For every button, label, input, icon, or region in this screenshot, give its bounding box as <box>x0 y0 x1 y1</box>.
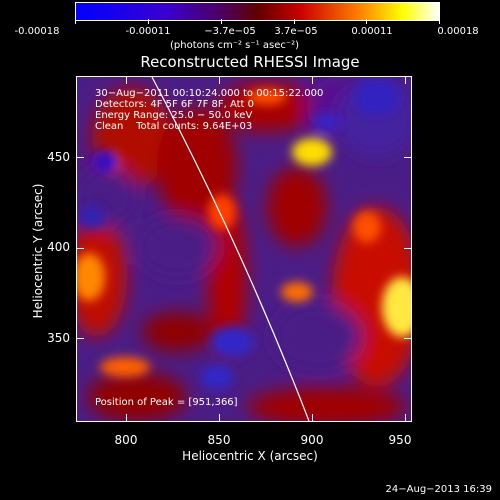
colorbar-gradient <box>76 3 439 20</box>
x-tick-label: 900 <box>300 433 324 447</box>
colorbar-tick <box>148 19 149 24</box>
colorbar-tick <box>294 19 295 24</box>
x-tick <box>405 76 406 84</box>
y-tick-label: 450 <box>47 150 70 164</box>
x-tick <box>312 76 313 84</box>
x-tick-label: 950 <box>388 433 412 447</box>
x-axis-title: Heliocentric X (arcsec) <box>182 449 318 463</box>
rhessi-image-plot <box>76 76 412 422</box>
rhessi-image <box>77 77 411 421</box>
y-tick <box>76 157 84 158</box>
plot-title: Reconstructed RHESSI Image <box>140 53 360 71</box>
colorbar-tick-label: -0.00011 <box>125 26 171 37</box>
y-tick <box>76 248 84 249</box>
colorbar-tick-label: −3.7e−05 <box>204 26 256 37</box>
x-tick <box>126 414 127 422</box>
info-detectors: Detectors: 4F 5F 6F 7F 8F, Att 0 <box>95 99 255 110</box>
colorbar-tick-label: 0.00011 <box>351 26 393 37</box>
info-clean: Clean Total counts: 9.64E+03 <box>95 121 253 132</box>
colorbar-tick <box>366 19 367 24</box>
colorbar-tick <box>75 19 76 24</box>
info-energy: Energy Range: 25.0 − 50.0 keV <box>95 110 253 121</box>
x-tick <box>219 76 220 84</box>
y-tick-label: 350 <box>47 331 70 345</box>
colorbar-tick-label: 0.00018 <box>437 26 479 37</box>
y-tick-label: 400 <box>47 240 70 254</box>
info-peak: Position of Peak = [951,366] <box>95 397 238 408</box>
y-axis-title: Heliocentric Y (arcsec) <box>31 183 45 319</box>
colorbar <box>75 2 440 21</box>
y-tick <box>404 248 412 249</box>
colorbar-tick <box>439 19 440 24</box>
x-tick <box>405 414 406 422</box>
colorbar-tick-label: -0.00018 <box>14 26 60 37</box>
x-tick-label: 800 <box>114 433 138 447</box>
y-tick <box>76 338 84 339</box>
colorbar-tick <box>221 19 222 24</box>
x-tick <box>312 414 313 422</box>
y-tick <box>404 157 412 158</box>
limb-line <box>151 77 310 421</box>
x-tick <box>126 76 127 84</box>
y-tick <box>404 338 412 339</box>
colorbar-tick-label: 3.7e−05 <box>274 26 318 37</box>
x-tick-label: 850 <box>207 433 231 447</box>
footer-date: 24−Aug−2013 16:39 <box>385 484 492 495</box>
x-tick <box>219 414 220 422</box>
info-time: 30−Aug−2011 00:10:24.000 to 00:15:22.000 <box>95 88 324 99</box>
colorbar-units: (photons cm⁻² s⁻¹ asec⁻²) <box>170 40 300 51</box>
